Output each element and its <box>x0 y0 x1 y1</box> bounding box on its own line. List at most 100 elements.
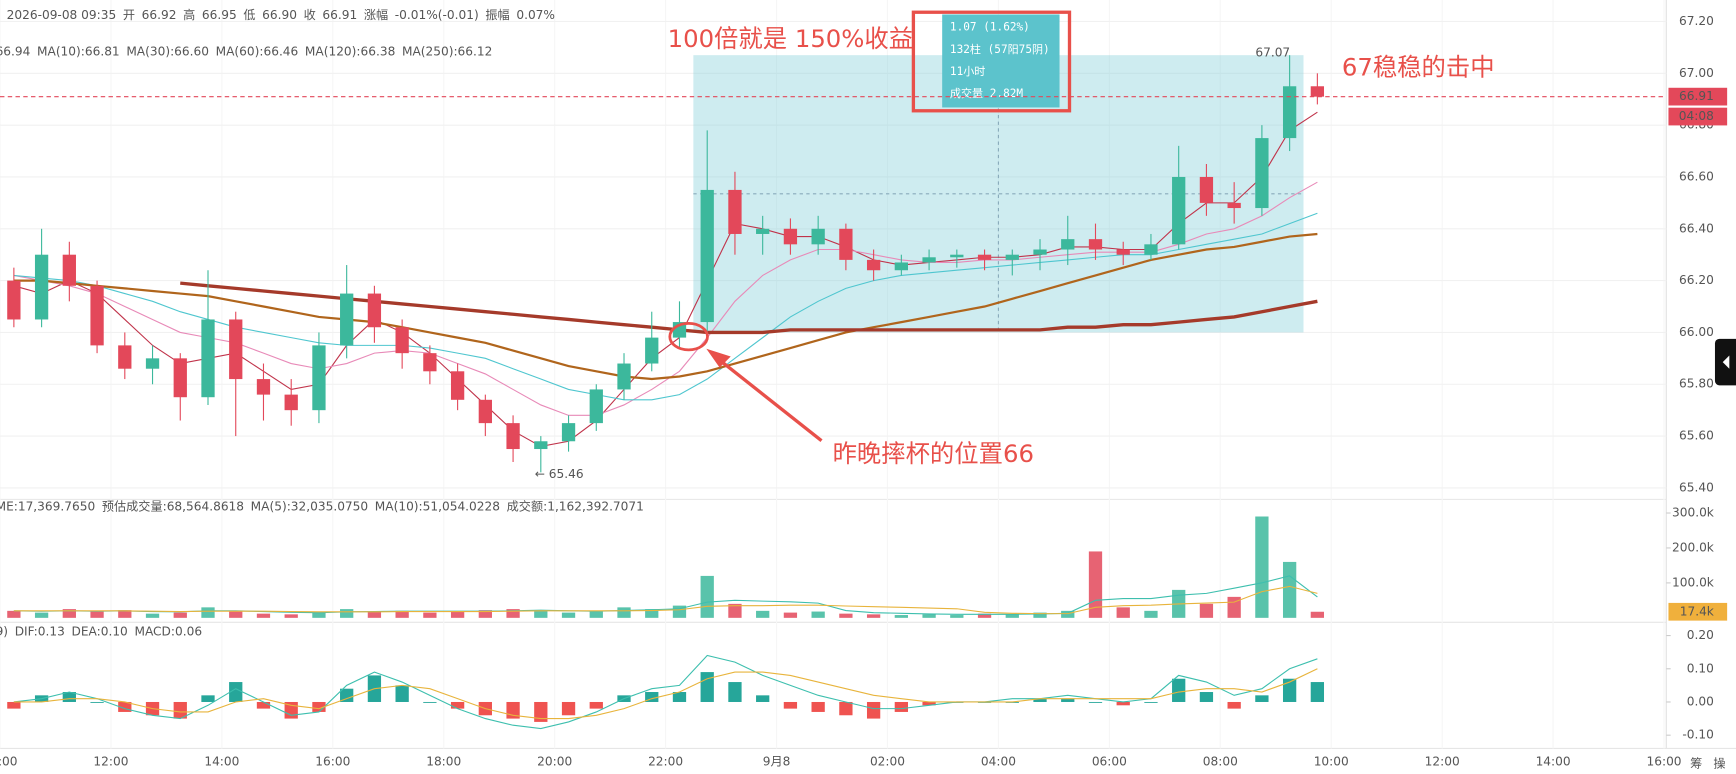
bar <box>783 612 798 618</box>
candle-body <box>62 254 76 286</box>
candle-body <box>1005 254 1019 260</box>
y-tick-label: 67.20 <box>1679 14 1714 28</box>
overlay: 100倍就是 150%收益 67稳稳的击中 昨晚摔杯的位置66 1.07 (1.… <box>0 10 1736 770</box>
legend-entry: MA(10):51,054.0228 <box>375 500 500 514</box>
candle-body <box>201 319 215 398</box>
bar <box>950 615 964 618</box>
annotation: 昨晚摔杯的位置66 <box>833 439 1034 468</box>
x-tick-label: 9月8 <box>763 754 791 768</box>
bar <box>1310 682 1325 702</box>
bar <box>811 701 825 712</box>
candle-body <box>395 327 409 354</box>
bar <box>534 701 548 722</box>
bar <box>1088 701 1103 703</box>
bar <box>1282 678 1297 702</box>
candle-body <box>229 319 243 380</box>
bar <box>1005 614 1019 618</box>
header-text: ME:17,369.7650 <box>0 500 95 514</box>
bar <box>1033 612 1047 618</box>
bar <box>894 701 908 712</box>
x-tick-label: 14:00 <box>1536 754 1571 768</box>
candle-body <box>506 423 520 450</box>
bar <box>367 611 382 618</box>
arrow-head <box>706 348 731 368</box>
bar <box>1227 701 1241 709</box>
bar <box>617 607 631 618</box>
x-tick-label: 16:00 <box>315 754 350 768</box>
annotation: 67稳稳的击中 <box>1342 53 1495 82</box>
bar <box>645 609 659 618</box>
y-tick-label: 66.20 <box>1679 273 1714 287</box>
bar <box>173 701 187 719</box>
countdown-tag <box>1668 107 1728 126</box>
header-value: 66.90 <box>262 8 297 22</box>
legend-entry: 66.94 <box>0 45 31 59</box>
bar <box>450 701 465 709</box>
x-tick-label: 18:00 <box>426 754 461 768</box>
bar <box>1199 692 1214 702</box>
bar <box>340 609 354 618</box>
candle-body <box>811 228 825 245</box>
candle-body <box>367 293 382 328</box>
bar <box>1144 610 1158 618</box>
header-text: 9) <box>0 625 8 639</box>
highlight-circle <box>668 321 709 352</box>
x-tick-label: 06:00 <box>1092 754 1127 768</box>
candle-body <box>756 228 770 234</box>
legend-entry: DEA:0.10 <box>71 625 127 639</box>
header-value: 66.92 <box>142 8 177 22</box>
candle-body <box>34 254 49 320</box>
candle-body <box>1116 249 1130 255</box>
legend-entry: MA(250):66.12 <box>402 45 492 59</box>
bar <box>645 692 659 702</box>
candle-body <box>1144 244 1158 255</box>
candle-body <box>534 441 548 450</box>
bar <box>340 688 354 702</box>
bar <box>7 610 21 618</box>
candle-body <box>1172 176 1186 245</box>
x-tick-label: 08:00 <box>1203 754 1238 768</box>
header-label: 高 <box>183 7 195 22</box>
y-tick-label: 67.00 <box>1679 66 1714 80</box>
header-label: 开 <box>123 8 135 22</box>
legend-entry: MA(30):66.60 <box>126 45 209 59</box>
candle-body <box>7 280 21 320</box>
bar <box>312 701 326 712</box>
y-tick-label: 66.00 <box>1679 325 1714 339</box>
bar <box>395 610 409 618</box>
legend-entry: MA(60):66.46 <box>216 45 299 59</box>
ma-line <box>13 585 1318 615</box>
candle-body <box>645 337 659 364</box>
header-time: 2026-09-08 09:35 <box>7 8 117 22</box>
bar <box>1255 516 1269 618</box>
bar <box>478 610 492 618</box>
x-tick-label: 02:00 <box>870 754 905 768</box>
legend-entry: MA(10):66.81 <box>37 45 120 59</box>
x-tick-label: 20:00 <box>537 754 572 768</box>
x-tick-label: 10:00 <box>1314 754 1349 768</box>
x-tick-label: 12:00 <box>93 754 128 768</box>
header-text: 预估成交量:68,564.8618 <box>102 499 244 514</box>
candle-body <box>894 262 908 271</box>
bar <box>118 610 132 618</box>
bar <box>589 611 603 618</box>
y-tick-label: 65.60 <box>1679 429 1714 443</box>
candle-body <box>173 358 187 398</box>
candle-body <box>1033 249 1047 255</box>
candle-body <box>256 379 271 395</box>
y-tick-label: 65.40 <box>1679 480 1714 494</box>
side-label: 操 <box>1713 755 1725 770</box>
candle-body <box>700 189 714 323</box>
bar <box>506 609 520 618</box>
candle-body <box>450 371 465 400</box>
header-label: 低 <box>243 8 255 22</box>
bar <box>1116 607 1130 618</box>
extreme-label: ← 65.46 <box>535 467 584 481</box>
candle-body <box>1061 239 1075 250</box>
candle-body <box>340 293 354 346</box>
y-tick-label: 0.00 <box>1687 694 1714 708</box>
tooltip-bg <box>942 14 1060 108</box>
y-tick-label: 300.0k <box>1672 506 1714 520</box>
bar <box>201 695 215 702</box>
